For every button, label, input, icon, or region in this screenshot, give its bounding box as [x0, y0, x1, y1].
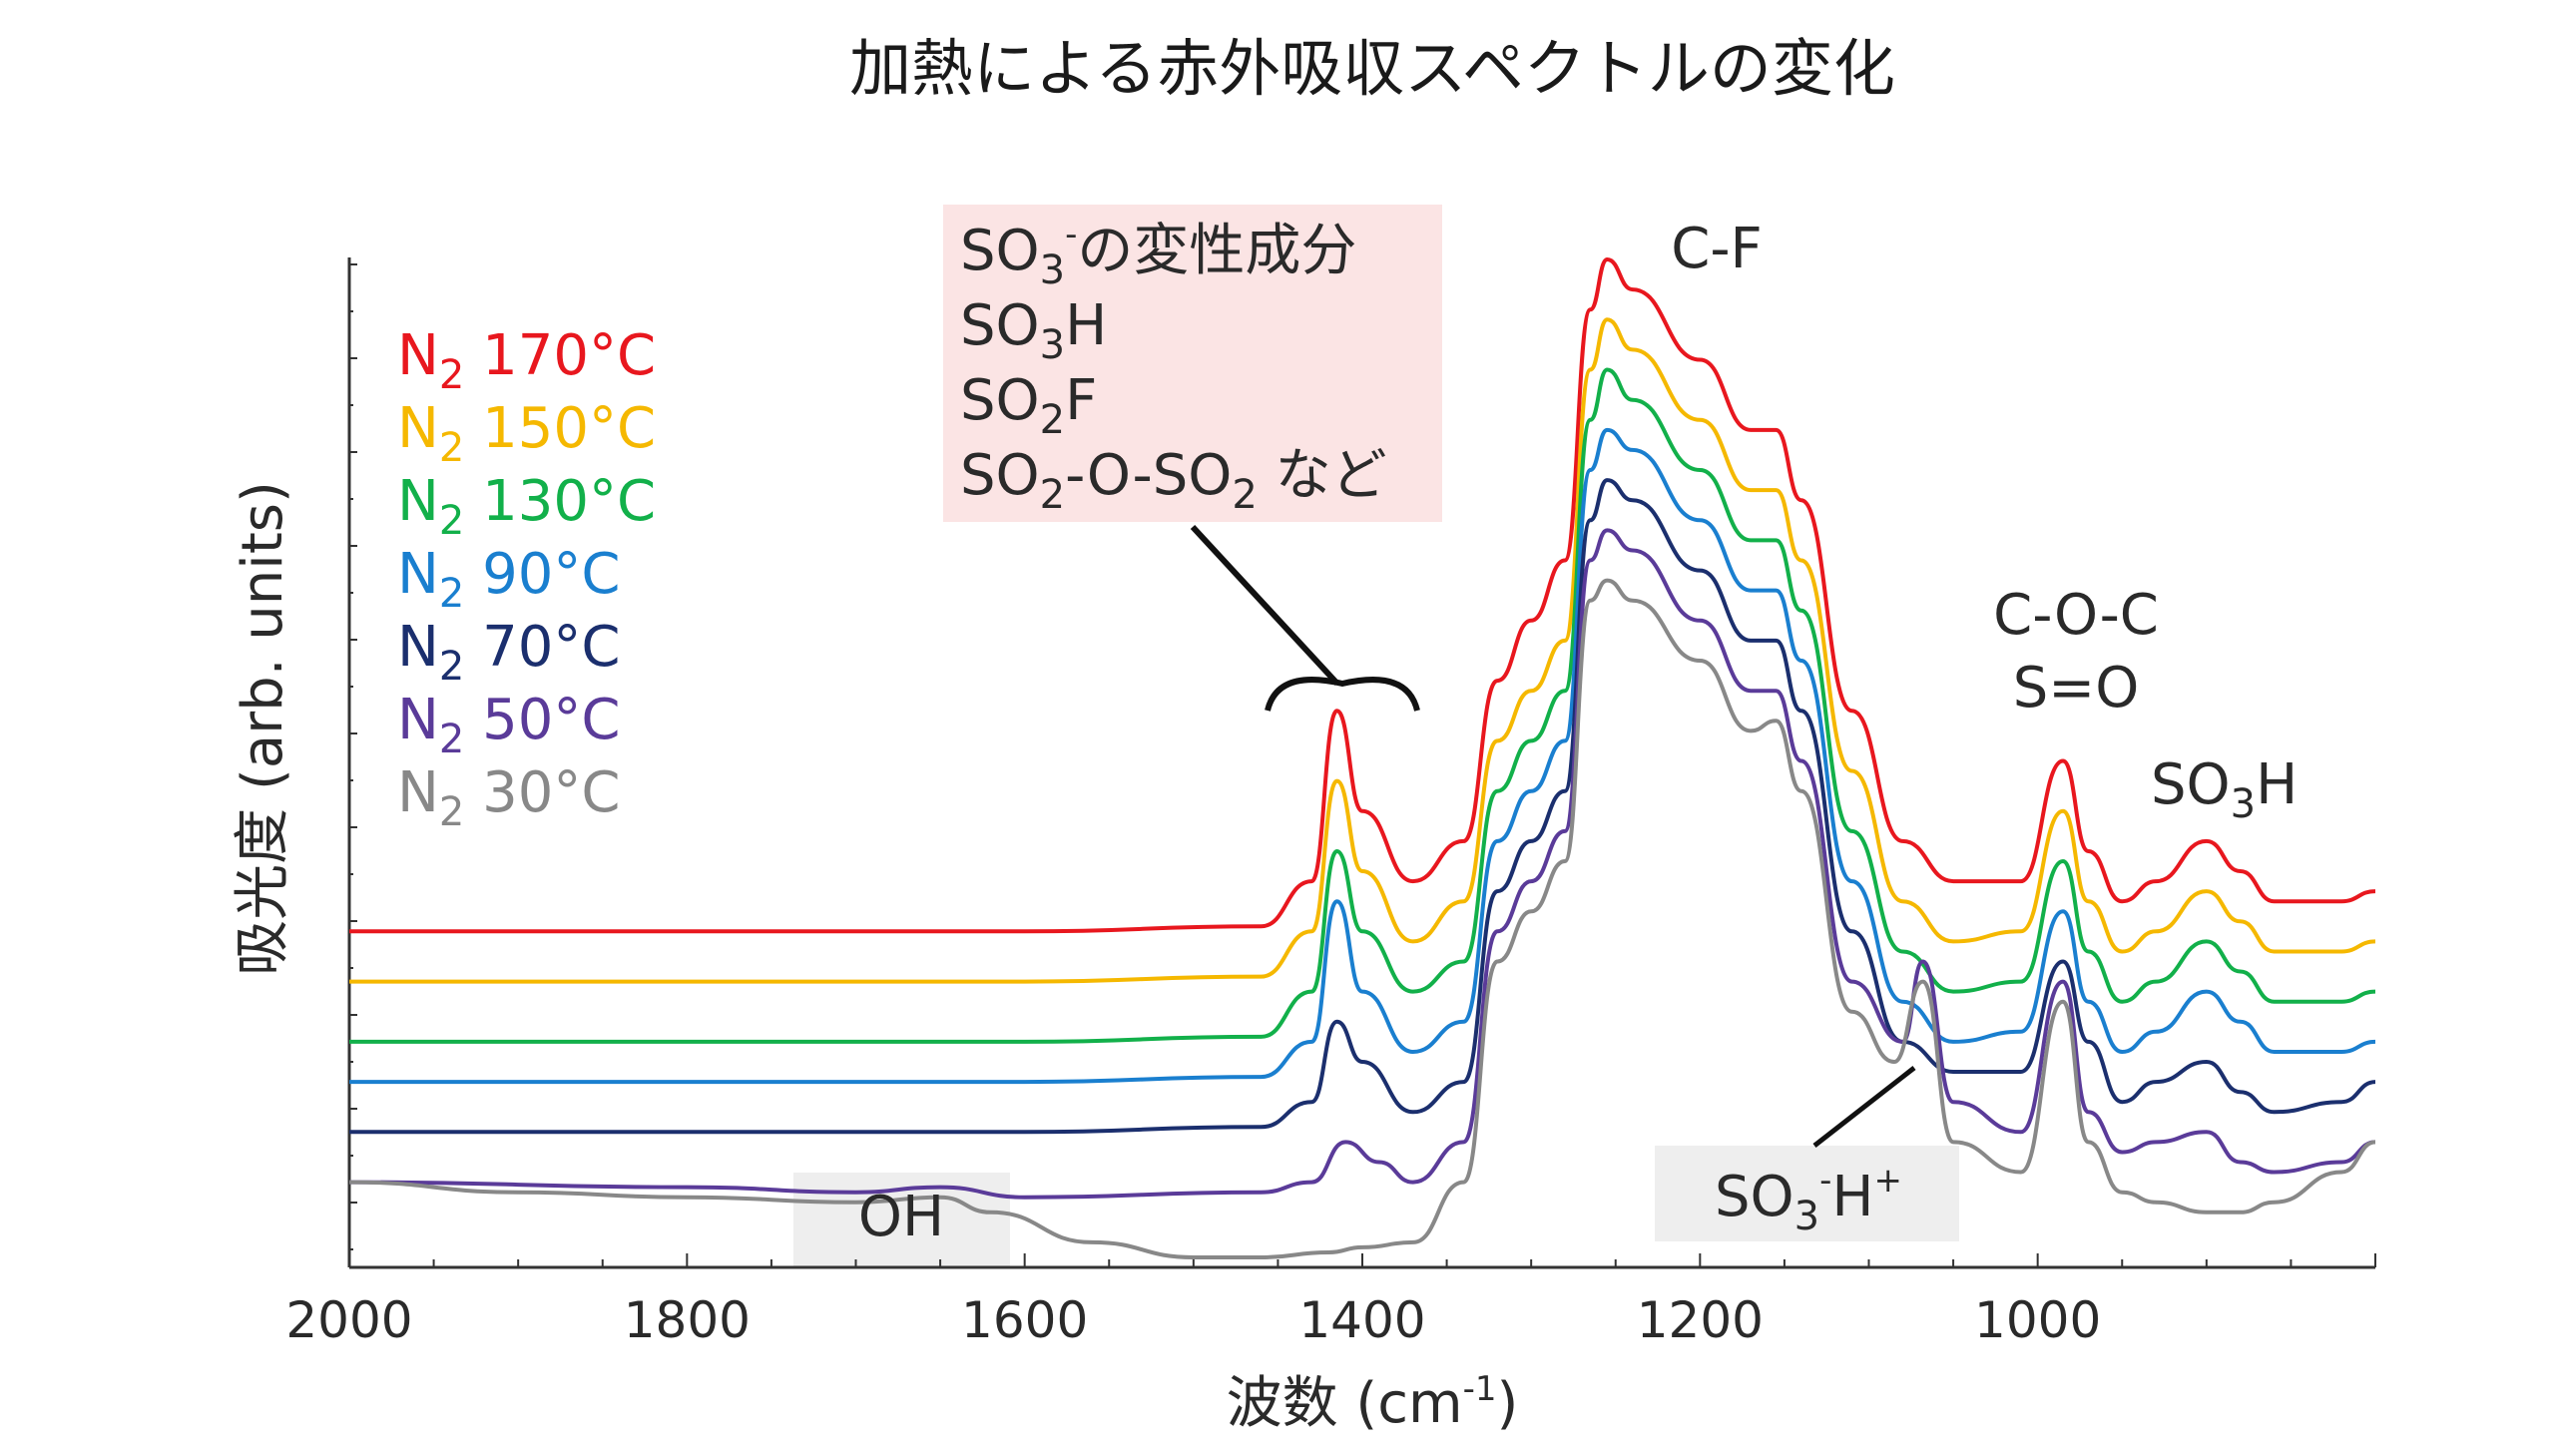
- legend-entry: N2 170°C: [397, 323, 656, 398]
- oh-label: OH: [858, 1185, 944, 1249]
- series-group: [348, 257, 2376, 1260]
- legend-entry: N2 150°C: [397, 396, 656, 471]
- x-tick-label: 1600: [961, 1291, 1088, 1349]
- legend-entry: N2 130°C: [397, 469, 656, 544]
- coc-label: C-O-C: [1993, 583, 2159, 648]
- so3h-plus-label: SO3-H+: [1715, 1161, 1902, 1239]
- series-line: [349, 257, 2376, 934]
- chart-title: 加熱による赤外吸収スペクトルの変化: [849, 32, 1895, 105]
- legend-entry: N2 70°C: [397, 615, 621, 690]
- legend-entry: N2 90°C: [397, 542, 621, 617]
- x-axis-ticks: [348, 1253, 2376, 1267]
- so3h-plus-annotation-box: [1655, 1146, 1959, 1241]
- series-line: [348, 367, 2376, 1044]
- series-line: [348, 528, 2376, 1200]
- so3h-right-label: SO3H: [2151, 752, 2298, 827]
- x-axis-tick-labels: 2000 1800 1600 1400 1200 1000: [285, 1291, 2101, 1349]
- series-line: [348, 427, 2376, 1085]
- so3-box-line3: SO2F: [960, 368, 1097, 443]
- legend-entry: N2 50°C: [397, 688, 621, 762]
- so3-box-line1: SO3-の変性成分: [960, 215, 1356, 293]
- series-line: [349, 478, 2376, 1135]
- so3-annotation-box: [943, 205, 1442, 522]
- x-tick-label: 1400: [1298, 1291, 1425, 1349]
- y-axis-label: 吸光度 (arb. units): [231, 481, 295, 976]
- x-axis-label: 波数 (cm-1): [1227, 1369, 1519, 1436]
- cf-label: C-F: [1671, 217, 1763, 281]
- so3-box-line2: SO3H: [960, 293, 1107, 368]
- so3-pointer-line: [1190, 524, 1340, 687]
- x-tick-label: 1000: [1974, 1291, 2101, 1349]
- legend-entry: N2 30°C: [397, 760, 621, 835]
- annotations: SO3-の変性成分 SO3H SO2F SO2-O-SO2 など C-F C-O…: [858, 215, 2298, 1249]
- so3-box-line4: SO2-O-SO2 など: [960, 443, 1387, 518]
- series-line: [348, 578, 2376, 1260]
- so3h-plus-pointer-line: [1812, 1066, 1916, 1148]
- legend: N2 170°CN2 150°CN2 130°CN2 90°CN2 70°CN2…: [397, 323, 656, 835]
- so3-bracket: [1265, 677, 1420, 712]
- series-line: [349, 317, 2376, 984]
- x-tick-label: 1200: [1637, 1291, 1764, 1349]
- so-label: S=O: [2013, 656, 2140, 721]
- x-tick-label: 1800: [624, 1291, 751, 1349]
- x-tick-label: 2000: [285, 1291, 412, 1349]
- y-axis-ticks: [349, 263, 357, 1250]
